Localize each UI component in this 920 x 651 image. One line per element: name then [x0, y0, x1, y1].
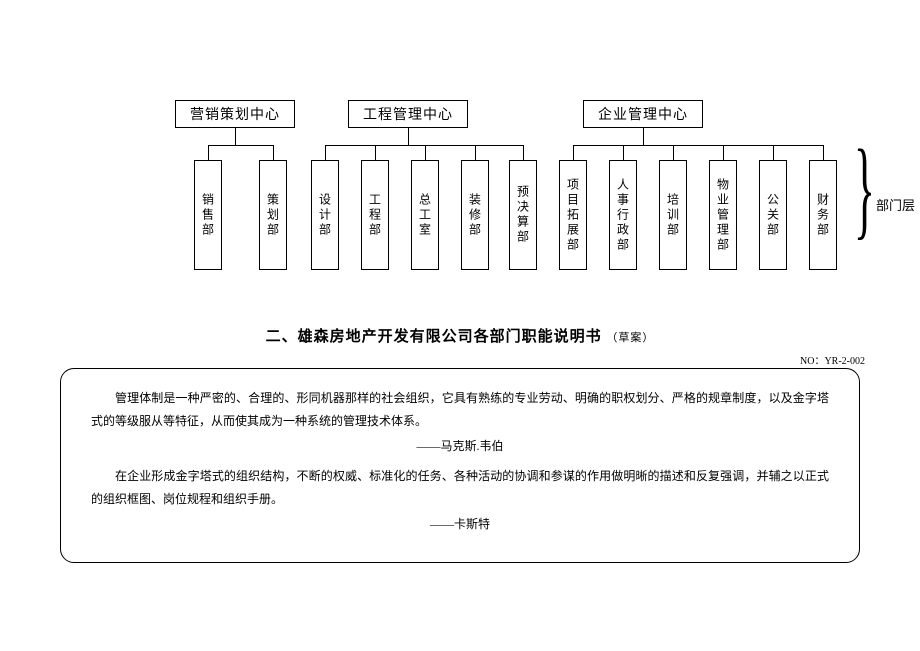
section-title: 二、雄森房地产开发有限公司各部门职能说明书 （草案） [0, 325, 920, 346]
dept-box: 策划部 [259, 160, 287, 270]
quote-author-1: ——马克斯.韦伯 [91, 435, 829, 458]
dept-box: 物业管理部 [709, 160, 737, 270]
layer-label: 部门层 [876, 195, 915, 214]
dept-box: 总工室 [411, 160, 439, 270]
brace-icon: } [854, 125, 875, 252]
section-title-text: 二、雄森房地产开发有限公司各部门职能说明书 [266, 329, 602, 345]
dept-box: 预决算部 [509, 160, 537, 270]
center-box: 企业管理中心 [583, 100, 703, 128]
dept-box: 项目拓展部 [559, 160, 587, 270]
center-box: 营销策划中心 [175, 100, 295, 128]
dept-box: 公关部 [759, 160, 787, 270]
quote-author-2: ——卡斯特 [91, 513, 829, 536]
center-box: 工程管理中心 [348, 100, 468, 128]
dept-box: 培训部 [659, 160, 687, 270]
doc-number: NO：YR-2-002 [800, 352, 865, 367]
dept-box: 人事行政部 [609, 160, 637, 270]
quote-box: 管理体制是一种严密的、合理的、形同机器那样的社会组织，它具有熟练的专业劳动、明确… [60, 368, 860, 563]
dept-box: 销售部 [194, 160, 222, 270]
dept-box: 工程部 [361, 160, 389, 270]
quote-text-1: 管理体制是一种严密的、合理的、形同机器那样的社会组织，它具有熟练的专业劳动、明确… [91, 387, 829, 433]
dept-box: 设计部 [311, 160, 339, 270]
dept-box: 装修部 [461, 160, 489, 270]
section-title-small: （草案） [606, 332, 654, 344]
quote-text-2: 在企业形成金字塔式的组织结构，不断的权威、标准化的任务、各种活动的协调和参谋的作… [91, 465, 829, 511]
dept-box: 财务部 [809, 160, 837, 270]
